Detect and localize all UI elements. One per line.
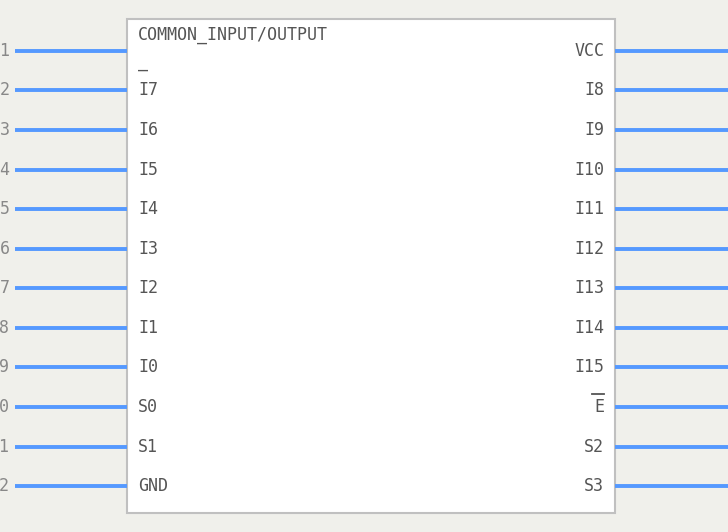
Text: I12: I12: [574, 240, 604, 257]
Text: I2: I2: [138, 279, 158, 297]
Text: I3: I3: [138, 240, 158, 257]
Text: _: _: [138, 53, 149, 71]
Text: I15: I15: [574, 359, 604, 377]
Text: 10: 10: [0, 398, 9, 416]
Text: I1: I1: [138, 319, 158, 337]
Bar: [127, 19, 615, 513]
Text: 2: 2: [0, 81, 9, 99]
Text: 11: 11: [0, 438, 9, 455]
Text: S0: S0: [138, 398, 158, 416]
Text: 4: 4: [0, 161, 9, 179]
Text: 6: 6: [0, 240, 9, 257]
Text: I9: I9: [585, 121, 604, 139]
Text: I4: I4: [138, 200, 158, 218]
Text: I13: I13: [574, 279, 604, 297]
Text: VCC: VCC: [574, 42, 604, 60]
Text: I5: I5: [138, 161, 158, 179]
Text: I7: I7: [138, 81, 158, 99]
Text: 5: 5: [0, 200, 9, 218]
Text: I11: I11: [574, 200, 604, 218]
Text: 3: 3: [0, 121, 9, 139]
Text: S1: S1: [138, 438, 158, 455]
Text: COMMON_INPUT/OUTPUT: COMMON_INPUT/OUTPUT: [138, 27, 328, 44]
Text: 1: 1: [0, 42, 9, 60]
Text: I14: I14: [574, 319, 604, 337]
Text: 12: 12: [0, 477, 9, 495]
Text: E: E: [594, 398, 604, 416]
Text: 9: 9: [0, 359, 9, 377]
Text: 8: 8: [0, 319, 9, 337]
Text: I10: I10: [574, 161, 604, 179]
Text: I0: I0: [138, 359, 158, 377]
Text: S3: S3: [585, 477, 604, 495]
Text: I8: I8: [585, 81, 604, 99]
Text: GND: GND: [138, 477, 168, 495]
Text: S2: S2: [585, 438, 604, 455]
Text: 7: 7: [0, 279, 9, 297]
Text: I6: I6: [138, 121, 158, 139]
